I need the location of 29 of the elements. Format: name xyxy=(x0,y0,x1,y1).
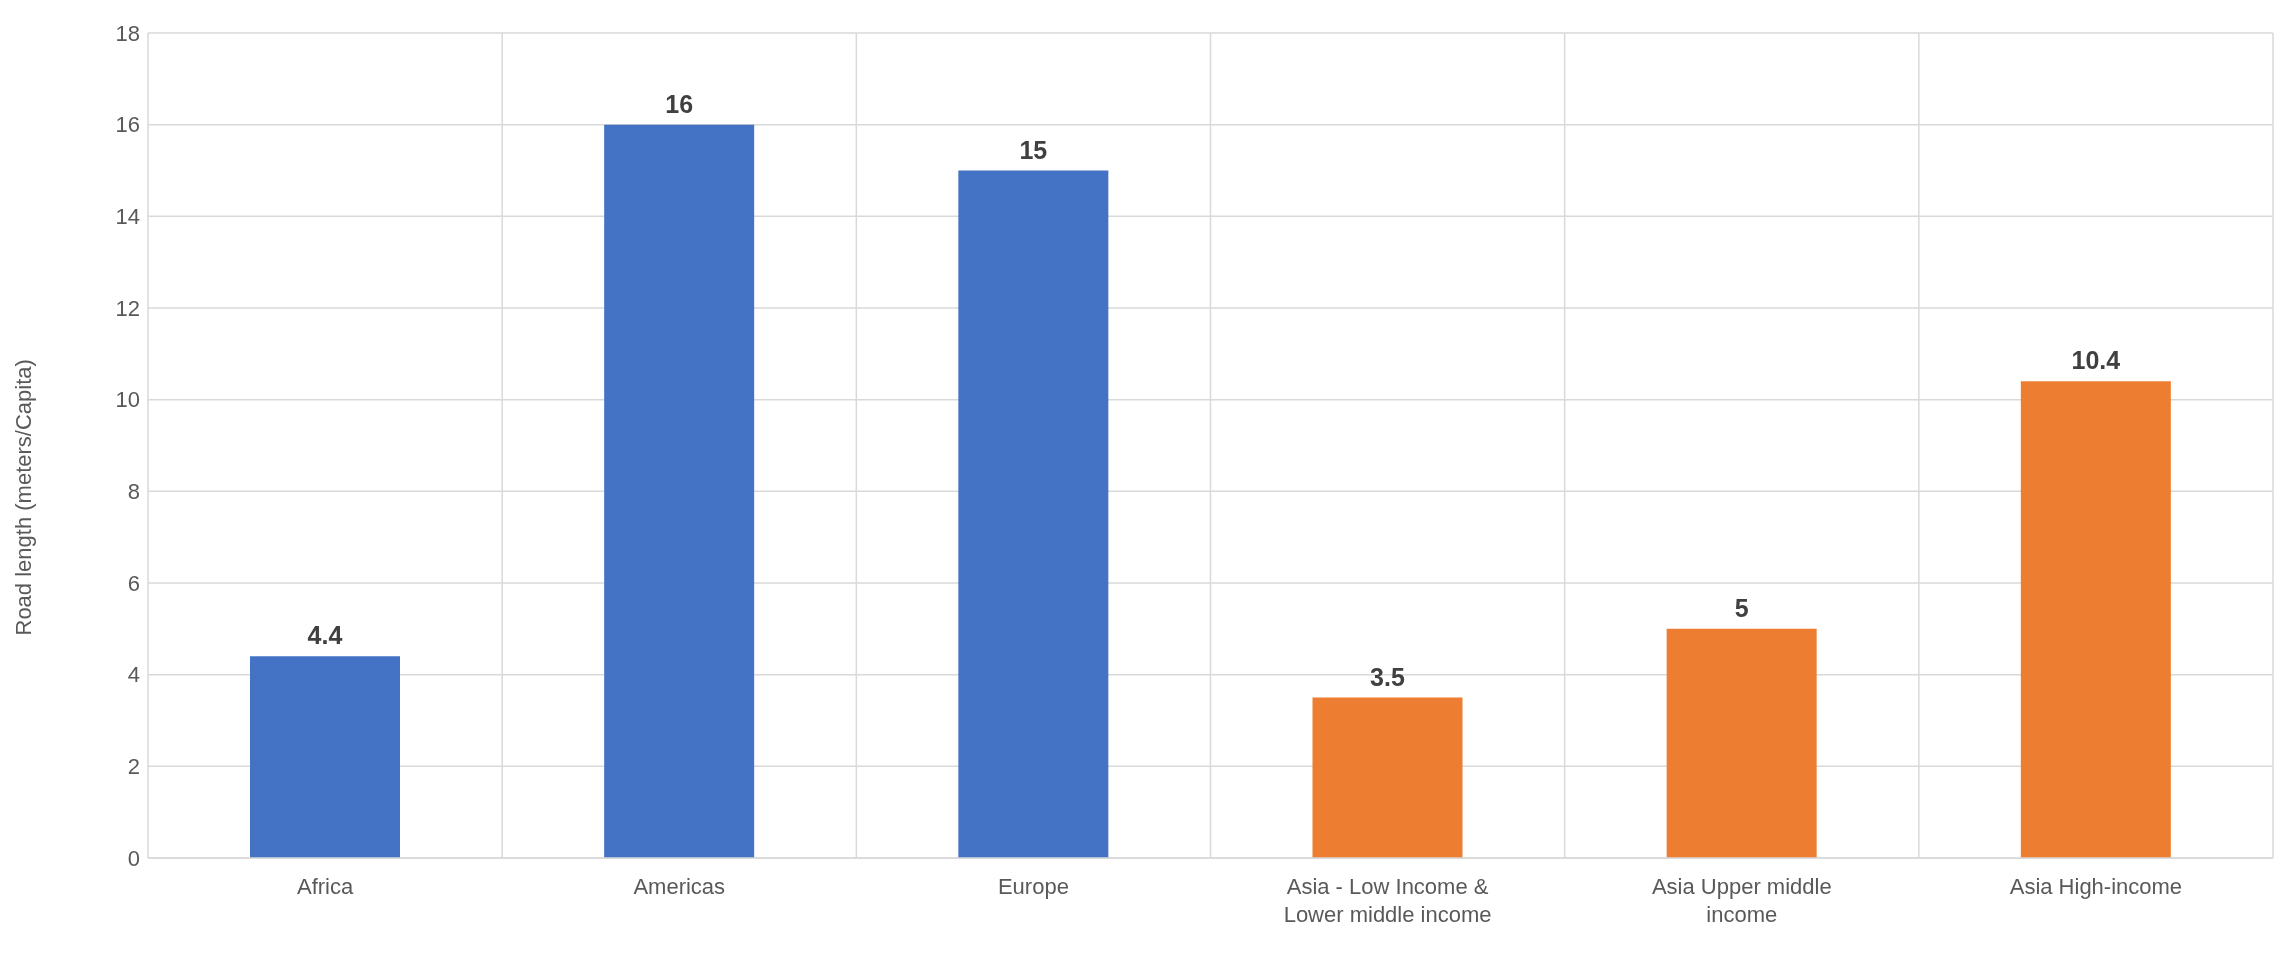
y-tick-label: 4 xyxy=(127,662,140,688)
data-label: 10.4 xyxy=(2071,346,2121,375)
x-tick-label: Asia Upper middle income xyxy=(1651,874,1832,927)
y-tick-label: 10 xyxy=(115,387,140,413)
x-tick-label: Europe xyxy=(997,874,1069,899)
x-tick-label: Americas xyxy=(633,874,726,899)
bar xyxy=(1666,628,1817,858)
bar xyxy=(2020,381,2171,858)
x-tick-label: Africa xyxy=(296,874,354,899)
data-label: 5 xyxy=(1734,593,1749,622)
y-tick-label: 14 xyxy=(115,204,140,230)
bar xyxy=(604,124,755,858)
data-label: 16 xyxy=(665,89,694,118)
data-label: 4.4 xyxy=(307,621,343,650)
y-tick-label: 2 xyxy=(127,754,140,780)
y-tick-label: 6 xyxy=(127,570,140,596)
bar xyxy=(958,170,1109,858)
x-tick-label: Asia High-income xyxy=(2009,874,2183,899)
data-label: 3.5 xyxy=(1370,662,1405,691)
y-tick-label: 0 xyxy=(127,845,140,871)
y-tick-label: 8 xyxy=(127,479,140,505)
x-tick-label: Asia - Low Income & Lower middle income xyxy=(1283,874,1492,927)
bar xyxy=(1312,697,1463,858)
y-axis-title: Road length (meters/Capita) xyxy=(10,359,36,636)
y-tick-label: 12 xyxy=(115,295,140,321)
data-label: 15 xyxy=(1019,135,1048,164)
y-tick-label: 16 xyxy=(115,112,140,138)
bar xyxy=(250,656,400,858)
y-tick-label: 18 xyxy=(115,20,140,46)
